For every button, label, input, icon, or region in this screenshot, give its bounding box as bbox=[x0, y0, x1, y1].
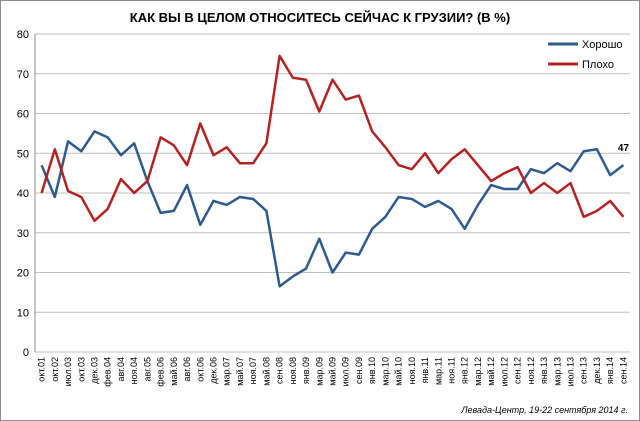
x-tick-label: июл.03 bbox=[63, 357, 73, 386]
legend-label: Плохо bbox=[582, 59, 614, 71]
x-tick-label: окт.02 bbox=[50, 357, 60, 382]
footnote: Левада-Центр, 19-22 сентября 2014 г. bbox=[460, 405, 628, 415]
y-tick-label: 10 bbox=[17, 307, 29, 319]
x-tick-label: июл.09 bbox=[341, 357, 351, 386]
y-tick-label: 80 bbox=[17, 29, 29, 41]
x-tick-label: фев.06 bbox=[156, 357, 166, 387]
x-tick-label: сен.12 bbox=[513, 357, 523, 384]
x-tick-label: мар.07 bbox=[222, 357, 232, 386]
x-tick-label: авг.05 bbox=[142, 357, 152, 381]
x-tick-label: июл.12 bbox=[499, 357, 509, 386]
x-tick-label: ноя.11 bbox=[447, 357, 457, 384]
x-tick-label: ноя.10 bbox=[407, 357, 417, 384]
x-tick-label: дек.03 bbox=[90, 357, 100, 384]
x-tick-label: май.10 bbox=[394, 357, 404, 386]
x-tick-label: окт.01 bbox=[37, 357, 47, 382]
x-tick-label: янв.10 bbox=[367, 357, 377, 384]
y-tick-label: 40 bbox=[17, 188, 29, 200]
x-tick-label: авг.06 bbox=[182, 357, 192, 381]
x-tick-label: янв.13 bbox=[539, 357, 549, 384]
x-tick-label: сен.14 bbox=[618, 357, 628, 384]
x-tick-label: мар.09 bbox=[314, 357, 324, 386]
data-label: 47 bbox=[618, 143, 630, 154]
y-tick-label: 20 bbox=[17, 268, 29, 280]
chart-title: КАК ВЫ В ЦЕЛОМ ОТНОСИТЕСЬ СЕЙЧАС К ГРУЗИ… bbox=[130, 10, 510, 25]
x-tick-label: янв.12 bbox=[460, 357, 470, 384]
x-tick-label: мар.13 bbox=[552, 357, 562, 386]
legend-label: Хорошо bbox=[582, 39, 623, 51]
x-tick-label: янв.11 bbox=[420, 357, 430, 383]
x-tick-label: окт.06 bbox=[195, 357, 205, 382]
x-tick-label: мар.10 bbox=[380, 357, 390, 386]
y-tick-label: 0 bbox=[23, 347, 29, 359]
x-tick-label: май.06 bbox=[169, 357, 179, 386]
x-tick-label: дек.06 bbox=[209, 357, 219, 384]
x-tick-label: май.12 bbox=[486, 357, 496, 386]
x-tick-label: мар.12 bbox=[473, 357, 483, 386]
x-tick-label: май.08 bbox=[261, 357, 271, 386]
x-tick-label: мар.11 bbox=[433, 357, 443, 385]
x-tick-label: сен.09 bbox=[354, 357, 364, 384]
x-tick-label: янв.14 bbox=[605, 357, 615, 384]
y-tick-label: 70 bbox=[17, 69, 29, 81]
x-tick-label: сен.08 bbox=[275, 357, 285, 384]
x-tick-label: май.07 bbox=[235, 357, 245, 386]
x-tick-label: фев.04 bbox=[103, 357, 113, 387]
x-tick-label: сен.13 bbox=[579, 357, 589, 384]
series-line bbox=[40, 130, 625, 288]
x-tick-label: ноя.08 bbox=[288, 357, 298, 384]
series-line bbox=[40, 54, 625, 223]
y-tick-label: 50 bbox=[17, 148, 29, 160]
y-tick-label: 30 bbox=[17, 228, 29, 240]
x-tick-label: дек.13 bbox=[592, 357, 602, 384]
x-tick-label: окт.03 bbox=[76, 357, 86, 382]
x-tick-label: май.09 bbox=[328, 357, 338, 386]
x-tick-label: янв.09 bbox=[301, 357, 311, 384]
x-tick-label: ноя.04 bbox=[129, 357, 139, 384]
x-tick-label: ноя.07 bbox=[248, 357, 258, 384]
x-tick-label: ноя.12 bbox=[526, 357, 536, 384]
y-tick-label: 60 bbox=[17, 109, 29, 121]
x-tick-label: июл.13 bbox=[566, 357, 576, 386]
x-tick-label: авг.04 bbox=[116, 357, 126, 381]
